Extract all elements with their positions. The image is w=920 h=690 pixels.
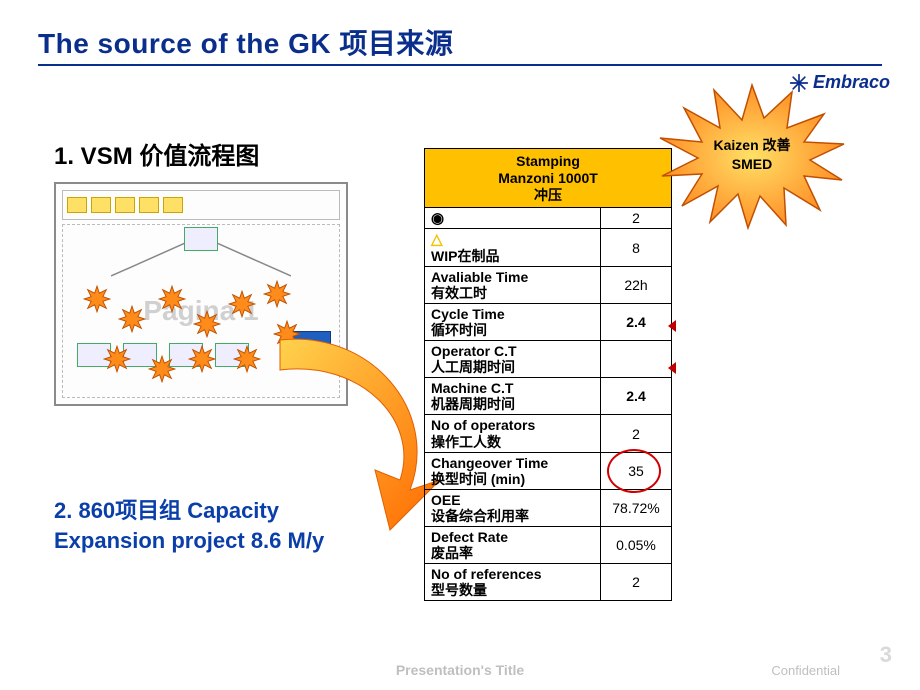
table-row: No of references型号数量2 bbox=[425, 563, 671, 600]
vsm-thumbnail: Página 1 bbox=[54, 182, 348, 406]
table-row: OEE设备综合利用率78.72% bbox=[425, 489, 671, 526]
starburst-line2: SMED bbox=[732, 156, 772, 172]
title-underline bbox=[38, 64, 882, 66]
table-header: Stamping Manzoni 1000T 冲压 bbox=[425, 149, 671, 208]
process-data-table: Stamping Manzoni 1000T 冲压 ◉2△WIP在制品8Aval… bbox=[424, 148, 672, 601]
table-row: Avaliable Time有效工时22h bbox=[425, 266, 671, 303]
footer-page-number: 3 bbox=[880, 642, 892, 668]
table-row: Cycle Time循环时间2.4 bbox=[425, 303, 671, 340]
table-row: Defect Rate废品率0.05% bbox=[425, 526, 671, 563]
table-row: △WIP在制品8 bbox=[425, 228, 671, 265]
table-row: No of operators操作工人数2 bbox=[425, 414, 671, 451]
table-row: Operator C.T人工周期时间 bbox=[425, 340, 671, 377]
red-tick-icon bbox=[668, 320, 676, 332]
footer-title: Presentation's Title bbox=[396, 662, 524, 678]
table-row: Changeover Time换型时间 (min)35 bbox=[425, 452, 671, 489]
section-2-heading: 2. 860项目组 Capacity Expansion project 8.6… bbox=[54, 496, 374, 555]
footer-confidential: Confidential bbox=[771, 663, 840, 678]
kaizen-starburst: Kaizen 改善 SMED bbox=[652, 80, 852, 230]
slide-title: The source of the GK 项目来源 bbox=[38, 22, 453, 62]
table-row: Machine C.T机器周期时间2.4 bbox=[425, 377, 671, 414]
highlight-circle bbox=[607, 449, 661, 493]
table-row: ◉2 bbox=[425, 208, 671, 228]
section-1-heading: 1. VSM 价值流程图 bbox=[54, 136, 259, 171]
red-tick-icon bbox=[668, 362, 676, 374]
starburst-line1: Kaizen 改善 bbox=[713, 137, 790, 153]
